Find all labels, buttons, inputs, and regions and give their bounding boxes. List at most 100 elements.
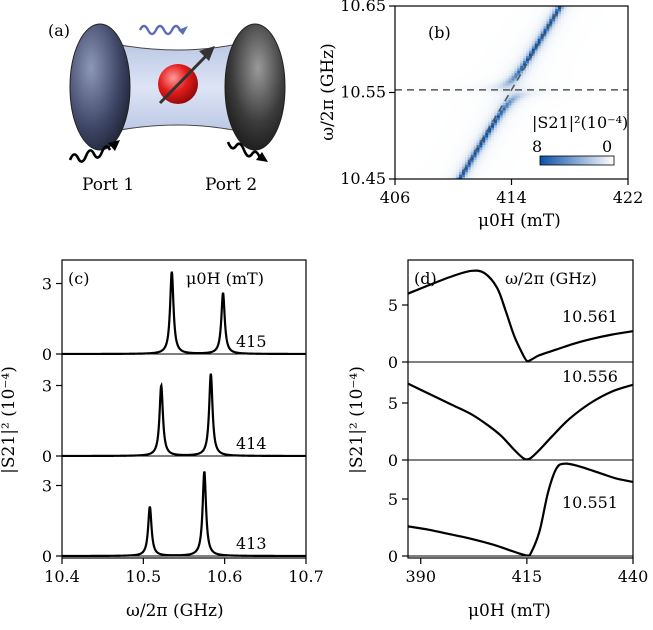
heatmap-cell — [543, 171, 548, 175]
heatmap-cell — [496, 72, 501, 76]
heatmap-cell — [581, 77, 585, 81]
heatmap-cell — [397, 50, 402, 54]
heatmap-cell — [418, 94, 422, 99]
heatmap-cell — [409, 10, 414, 15]
heatmap-cell — [432, 141, 437, 145]
heatmap-cell — [432, 127, 437, 131]
heatmap-cell — [598, 122, 603, 126]
heatmap-cell — [397, 176, 402, 179]
heatmap-cell — [429, 164, 434, 168]
heatmap-cell — [581, 99, 585, 103]
heatmap-cell — [575, 45, 580, 49]
heatmap-cell — [403, 80, 408, 84]
heatmap-cell — [403, 127, 408, 131]
heatmap-cell — [461, 60, 466, 64]
heatmap-cell — [508, 25, 513, 29]
heatmap-cell — [421, 92, 425, 96]
heatmap-cell — [441, 144, 446, 148]
heatmap-cell — [572, 164, 577, 168]
heatmap-cell — [395, 122, 399, 126]
heatmap-cell — [531, 60, 536, 64]
heatmap-cell — [496, 13, 501, 17]
heatmap-cell — [491, 94, 495, 99]
heatmap-cell — [496, 117, 501, 121]
heatmap-cell — [482, 119, 486, 123]
heatmap-cell — [429, 151, 434, 155]
heatmap-cell — [537, 127, 542, 131]
heatmap-cell — [429, 109, 434, 113]
heatmap-cell — [517, 8, 521, 12]
heatmap-cell — [488, 166, 492, 170]
heatmap-cell — [476, 77, 481, 81]
heatmap-cell — [534, 119, 539, 123]
heatmap-cell — [526, 45, 530, 49]
heatmap-cell — [569, 97, 574, 101]
heatmap-cell — [482, 144, 486, 148]
heatmap-cell — [569, 67, 574, 71]
heatmap-cell — [520, 92, 524, 96]
heatmap-cell — [528, 75, 533, 79]
heatmap-cell — [464, 48, 469, 52]
heatmap-cell — [566, 33, 571, 37]
heatmap-cell — [488, 161, 492, 165]
heatmap-cell — [444, 67, 449, 71]
heatmap-cell — [526, 132, 530, 136]
heatmap-cell — [540, 77, 545, 81]
heatmap-cell — [447, 129, 451, 133]
heatmap-cell — [395, 104, 399, 108]
heatmap-cell — [575, 171, 580, 175]
heatmap-cell — [406, 146, 411, 150]
heatmap-cell — [485, 90, 489, 94]
heatmap-cell — [505, 164, 510, 168]
heatmap-cell — [540, 80, 545, 84]
heatmap-cell — [441, 6, 446, 10]
heatmap-cell — [558, 151, 562, 155]
heatmap-cell — [432, 104, 437, 108]
heatmap-cell — [499, 43, 504, 47]
heatmap-cell — [438, 87, 443, 91]
heatmap-cell — [461, 38, 466, 42]
heatmap-cell — [578, 99, 582, 103]
heatmap-cell — [581, 132, 585, 136]
heatmap-cell — [464, 33, 469, 37]
heatmap-cell — [526, 104, 530, 108]
heatmap-cell — [456, 75, 460, 79]
heatmap-cell — [569, 109, 574, 113]
heatmap-cell — [418, 80, 422, 84]
heatmap-cell — [459, 141, 463, 145]
heatmap-cell — [491, 99, 495, 103]
heatmap-cell — [534, 107, 539, 111]
heatmap-cell — [502, 60, 507, 64]
heatmap-cell — [528, 38, 533, 42]
heatmap-cell — [563, 52, 568, 57]
heatmap-cell — [479, 127, 483, 131]
heatmap-cell — [485, 117, 489, 121]
heatmap-cell — [526, 38, 530, 42]
port-1-label: Port 1 — [82, 175, 134, 195]
heatmap-cell — [546, 174, 550, 178]
heatmap-cell — [464, 94, 469, 99]
heatmap-cell — [429, 117, 434, 121]
heatmap-cell — [523, 174, 527, 178]
heatmap-cell — [421, 171, 425, 175]
heatmap-cell — [534, 129, 539, 133]
heatmap-cell — [520, 144, 524, 148]
heatmap-cell — [461, 154, 466, 158]
heatmap-cell — [467, 75, 472, 79]
heatmap-cell — [523, 62, 527, 66]
heatmap-cell — [409, 169, 414, 173]
heatmap-cell — [508, 122, 513, 126]
heatmap-cell — [575, 176, 580, 179]
heatmap-cell — [555, 174, 559, 178]
heatmap-cell — [555, 77, 559, 81]
heatmap-cell — [593, 124, 597, 128]
heatmap-cell — [488, 104, 492, 108]
heatmap-cell — [485, 52, 489, 57]
heatmap-cell — [563, 129, 568, 133]
heatmap-cell — [558, 70, 562, 74]
heatmap-cell — [549, 72, 553, 76]
heatmap-cell — [517, 114, 521, 118]
heatmap-cell — [528, 77, 533, 81]
heatmap-cell — [453, 85, 457, 89]
heatmap-cell — [561, 28, 565, 32]
